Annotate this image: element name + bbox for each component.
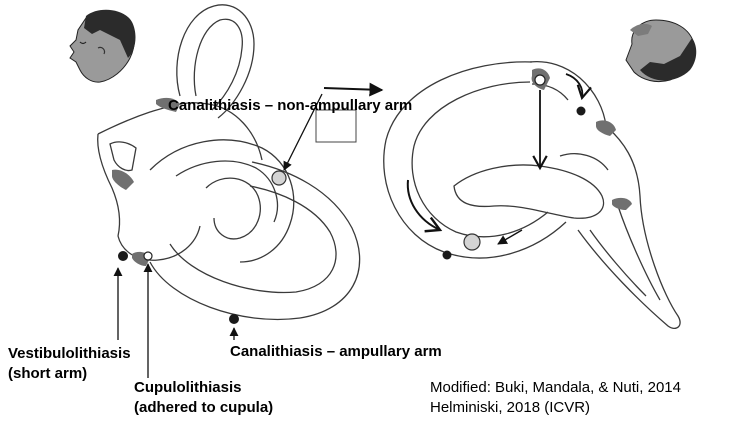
label-vestibulolithiasis: Vestibulolithiasis (short arm) [8,344,131,384]
left-horizontal-canal [149,161,361,321]
label-canalithiasis-non-ampullary: Canalithiasis – non-ampullary arm [168,97,413,114]
left-pointer-lines [113,93,323,378]
citation-line2: Helminiski, 2018 (ICVR) [430,399,591,416]
left-otoliths [118,170,287,324]
label-vestibulolithiasis-line2: (short arm) [8,365,88,382]
right-horizontal-canal [383,61,567,259]
tilted-head-icon [625,19,697,83]
transition-arrow [323,82,384,97]
otolith-ampullary [229,314,239,324]
label-vestibulolithiasis-line1: Vestibulolithiasis [8,345,131,362]
right-posterior-canal [577,125,681,330]
otolith-cupula [143,251,153,261]
label-cupulolithiasis-line2: (adhered to cupula) [134,399,274,416]
label-cupulolithiasis-line1: Cupulolithiasis [134,379,242,396]
right-otolith-dark-bottom [442,250,452,260]
left-posterior-canal [149,139,295,263]
otolith-vestibule [118,251,128,261]
upright-head-icon [69,9,136,83]
citation-line1: Modified: Buki, Mandala, & Nuti, 2014 [430,379,681,396]
otolith-non-ampullary [271,170,287,186]
citation: Modified: Buki, Mandala, & Nuti, 2014 He… [430,378,681,418]
right-otolith-light [463,233,481,251]
highlight-box [315,109,357,143]
right-otolith-dark-top [576,106,586,116]
left-anterior-canal [176,4,255,119]
label-cupulolithiasis: Cupulolithiasis (adhered to cupula) [134,378,273,418]
right-movement-arrows [406,73,592,245]
right-otolith-top [534,74,546,86]
left-labyrinth [97,4,361,321]
right-labyrinth [383,60,681,330]
right-otoliths [442,74,586,260]
label-canalithiasis-ampullary: Canalithiasis – ampullary arm [230,343,442,360]
